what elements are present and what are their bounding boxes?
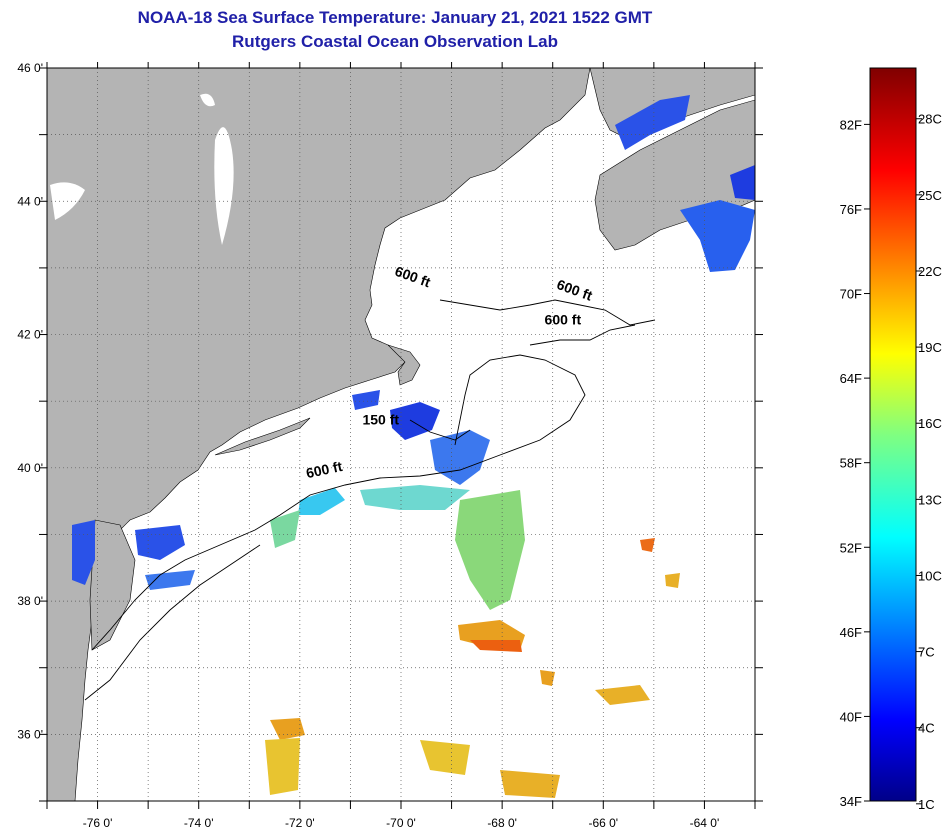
lake — [214, 127, 234, 245]
colorbar-label-c: 22C — [918, 264, 942, 279]
sst-patch-south-yellow — [265, 738, 300, 795]
colorbar-label-c: 7C — [918, 645, 935, 660]
colorbar-label-f: 40F — [840, 709, 862, 724]
lon-label: -68 0' — [487, 816, 517, 830]
sst-data — [72, 95, 755, 798]
contour-600ft — [91, 354, 586, 651]
sst-patch-georges-bank — [430, 430, 490, 485]
colorbar-label-f: 70F — [840, 287, 862, 302]
sst-patch-gulf-stream-hot — [470, 640, 522, 652]
sst-patch-nova-scotia-east — [730, 165, 755, 200]
map-ticks — [39, 62, 763, 809]
sst-patch-mid-shelf — [270, 510, 300, 548]
sst-patch-slope-green — [455, 490, 525, 610]
lon-label: -76 0' — [83, 816, 113, 830]
land-cape-cod — [387, 344, 421, 386]
sst-patch-southeast — [540, 670, 555, 686]
colorbar-label-c: 10C — [918, 568, 942, 583]
lat-label: 40 0' — [17, 461, 43, 475]
colorbar-label-c: 13C — [918, 492, 942, 507]
colorbar-label-f: 64F — [840, 371, 862, 386]
lat-label: 42 0' — [17, 328, 43, 342]
sst-patch-bay-of-fundy — [615, 95, 690, 150]
contour-600ft-gom — [439, 299, 656, 326]
colorbar-label-c: 1C — [918, 797, 935, 812]
colorbar-label-f: 58F — [840, 456, 862, 471]
lon-label: -66 0' — [588, 816, 618, 830]
contour-600ft-shelf — [529, 324, 636, 346]
sst-patch-southeast — [665, 573, 680, 588]
colorbar-gradient — [869, 67, 917, 802]
colorbar-label-f: 52F — [840, 540, 862, 555]
land-long-island — [214, 417, 311, 456]
title-line-2: Rutgers Coastal Ocean Observation Lab — [232, 32, 558, 51]
lat-label: 38 0' — [17, 594, 43, 608]
sst-patch-shelf-edge — [298, 488, 345, 515]
land-delmarva — [89, 519, 136, 651]
contour-shelf-inner — [84, 544, 261, 701]
lon-label: -74 0' — [184, 816, 214, 830]
lake — [200, 93, 215, 107]
sst-patch-slope-north — [360, 485, 470, 510]
colorbar: 82F 76F 70F 64F 58F 52F 46F 40F 34F 28C 25C 22C 19C 1… — [840, 67, 942, 812]
sst-patch-south-yellow — [420, 740, 470, 775]
colorbar-label-f: 34F — [840, 794, 862, 809]
sst-patch-southeast — [595, 685, 650, 705]
sst-patch-south-orange — [500, 770, 560, 798]
lon-label: -64 0' — [690, 816, 720, 830]
colorbar-label-c: 4C — [918, 721, 935, 736]
sst-patch-delaware — [72, 520, 95, 585]
sst-patch-virginia-shelf — [145, 570, 195, 590]
sst-patch-chesapeake — [135, 525, 185, 560]
sst-patch-nova-scotia — [680, 200, 755, 272]
title-line-1: NOAA-18 Sea Surface Temperature: January… — [137, 8, 653, 27]
depth-contours — [84, 299, 656, 701]
colorbar-label-c: 16C — [918, 416, 942, 431]
colorbar-label-f: 76F — [840, 202, 862, 217]
lat-label: 36 0' — [17, 727, 43, 741]
axis-labels: 46 0' 44 0' 42 0' 40 0' 38 0' 36 0' -76 0' -74 … — [17, 61, 719, 830]
lon-label: -72 0' — [285, 816, 315, 830]
lat-label: 46 0' — [17, 61, 43, 75]
colorbar-labels: 82F 76F 70F 64F 58F 52F 46F 40F 34F 28C 25C 22C 19C 1… — [840, 112, 942, 812]
colorbar-label-c: 28C — [918, 112, 942, 127]
colorbar-label-f: 82F — [840, 117, 862, 132]
depth-label: 600 ft — [545, 312, 582, 328]
sst-map[interactable]: 46 0' 44 0' 42 0' 40 0' 38 0' 36 0' -76 0' -74 … — [0, 0, 790, 832]
colorbar-label-c: 19C — [918, 340, 942, 355]
sst-patch-ri-sound — [352, 390, 380, 410]
colorbar-label-f: 46F — [840, 625, 862, 640]
colorbar-label-c: 25C — [918, 188, 942, 203]
lat-label: 44 0' — [17, 194, 43, 208]
contour-150ft — [409, 419, 471, 441]
sst-patch-eastern-orange — [640, 538, 655, 552]
sst-patch-south-orange — [270, 718, 305, 740]
lon-label: -70 0' — [386, 816, 416, 830]
depth-label: 150 ft — [362, 412, 399, 428]
depth-label: 600 ft — [305, 458, 344, 481]
